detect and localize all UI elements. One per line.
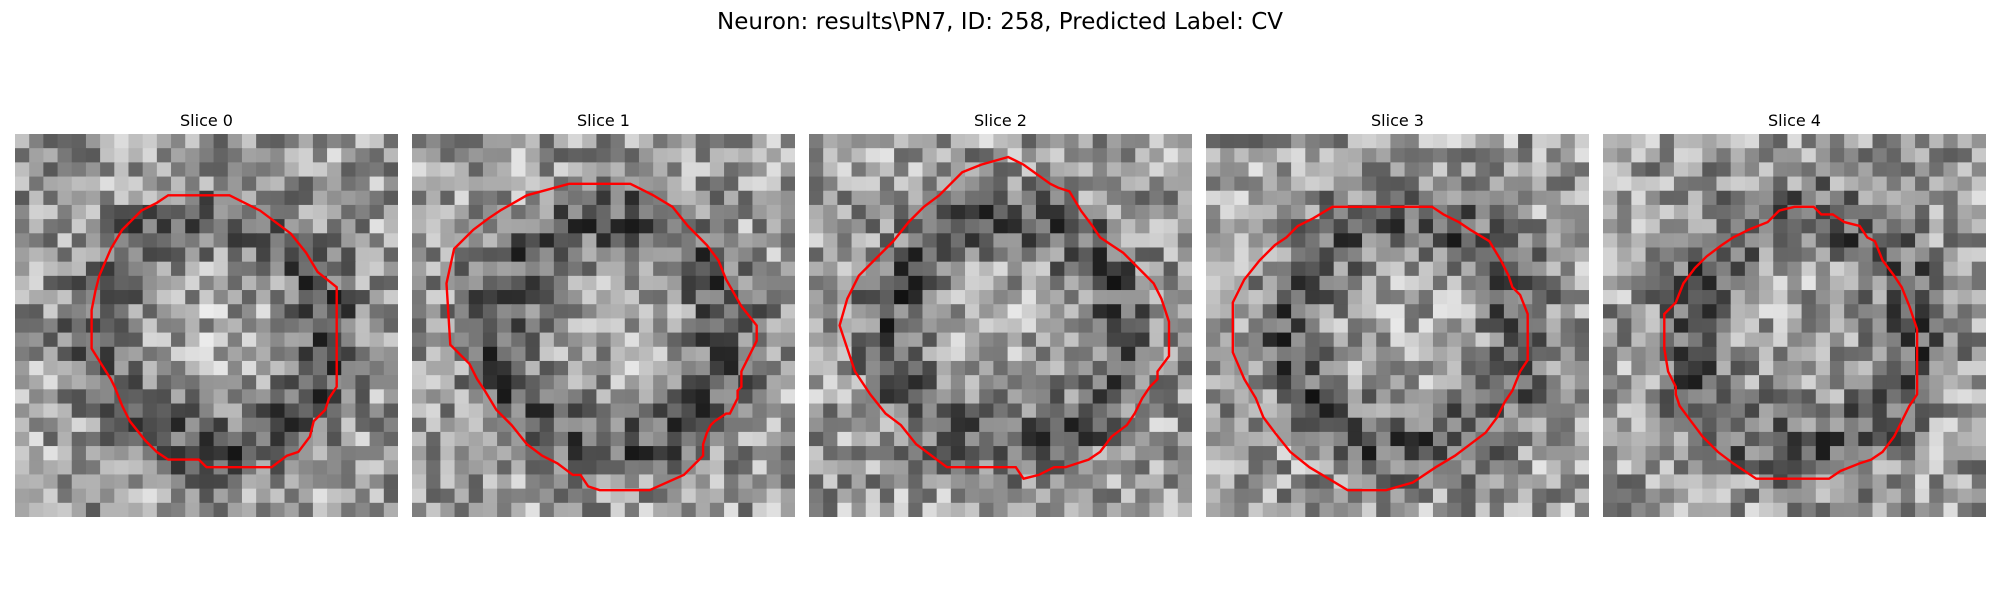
pixel-texture xyxy=(15,134,398,517)
slice-image-4 xyxy=(1603,134,1986,517)
slice-image-1 xyxy=(412,134,795,517)
pixel-texture xyxy=(1206,134,1589,517)
pixel-texture xyxy=(1603,134,1986,517)
slice-title: Slice 0 xyxy=(15,108,398,134)
slice-title: Slice 4 xyxy=(1603,108,1986,134)
slice-panel-3: Slice 3 xyxy=(1206,108,1589,517)
slice-image-2 xyxy=(809,134,1192,517)
slice-title: Slice 3 xyxy=(1206,108,1589,134)
slice-title: Slice 1 xyxy=(412,108,795,134)
slice-panel-0: Slice 0 xyxy=(15,108,398,517)
pixel-texture xyxy=(809,134,1192,517)
slice-image-0 xyxy=(15,134,398,517)
slice-panel-1: Slice 1 xyxy=(412,108,795,517)
slice-panel-4: Slice 4 xyxy=(1603,108,1986,517)
slice-image-3 xyxy=(1206,134,1589,517)
slice-panel-2: Slice 2 xyxy=(809,108,1192,517)
pixel-texture xyxy=(412,134,795,517)
slice-title: Slice 2 xyxy=(809,108,1192,134)
figure-title: Neuron: results\PN7, ID: 258, Predicted … xyxy=(0,8,2000,36)
